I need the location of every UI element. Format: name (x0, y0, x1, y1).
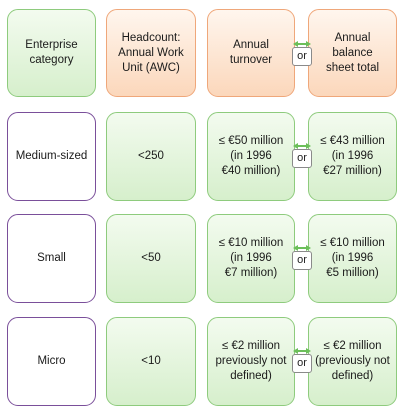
header-annual-turnover: Annual turnover (207, 9, 295, 97)
headcount-micro: <10 (106, 317, 196, 406)
balance-micro: ≤ €2 million (previously not defined) (308, 317, 397, 406)
turnover-small: ≤ €10 million (in 1996 €7 million) (207, 214, 295, 303)
headcount-medium-sized: <250 (106, 112, 196, 201)
category-micro: Micro (7, 317, 96, 406)
header-headcount: Headcount: Annual Work Unit (AWC) (106, 9, 196, 97)
or-connector-medium-sized: or (292, 149, 312, 168)
double-arrow-icon (293, 41, 311, 47)
double-arrow-icon (293, 348, 311, 354)
header-enterprise-category: Enterprise category (7, 9, 96, 97)
headcount-small: <50 (106, 214, 196, 303)
double-arrow-icon (293, 245, 311, 251)
or-connector-micro: or (292, 354, 312, 373)
balance-medium-sized: ≤ €43 million (in 1996 €27 million) (308, 112, 397, 201)
category-small: Small (7, 214, 96, 303)
turnover-micro: ≤ €2 million previously not defined) (207, 317, 295, 406)
turnover-medium-sized: ≤ €50 million (in 1996 €40 million) (207, 112, 295, 201)
or-connector-small: or (292, 251, 312, 270)
double-arrow-icon (293, 143, 311, 149)
balance-small: ≤ €10 million (in 1996 €5 million) (308, 214, 397, 303)
header-annual-balance-sheet: Annual balance sheet total (308, 9, 397, 97)
or-connector-header: or (292, 47, 312, 66)
category-medium-sized: Medium-sized (7, 112, 96, 201)
